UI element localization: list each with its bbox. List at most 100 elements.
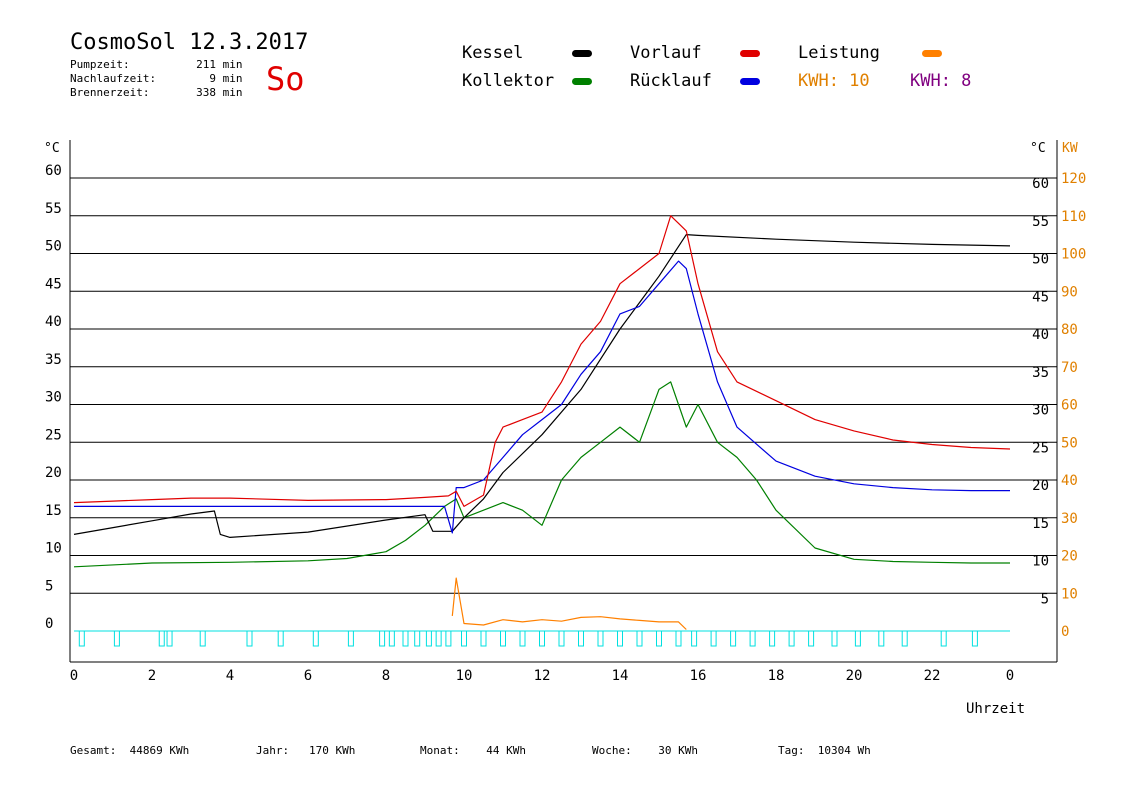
x-tick-label: 22 [924, 668, 941, 684]
y-tick-label-left: 20 [45, 465, 62, 481]
footer-value: 44869 KWh [129, 744, 190, 757]
footer-label: Woche: [592, 744, 632, 757]
pump-marker [414, 630, 421, 647]
chart-ticks: 0510152025303540455055605101520253035404… [45, 163, 1086, 684]
chart-title: CosmoSol 12.3.2017 [70, 30, 309, 55]
pump-marker [597, 630, 604, 647]
y-tick-label-right-power: 90 [1061, 284, 1078, 300]
pump-marker [901, 630, 908, 647]
y-tick-label-right-temp: 5 [1041, 591, 1049, 607]
y-tick-label-left: 60 [45, 163, 62, 179]
footer-label: Tag: [778, 744, 805, 757]
pump-marker [402, 630, 409, 647]
y-axis-right-power-unit: KW [1062, 141, 1078, 156]
y-tick-label-left: 50 [45, 239, 62, 255]
pump-marker [435, 630, 442, 647]
pump-marker [500, 630, 506, 647]
pump-marker [710, 630, 717, 647]
pump-marker [425, 630, 432, 647]
legend-swatch-kessel [572, 50, 592, 57]
pump-marker [388, 630, 395, 647]
legend-swatch-kollektor [572, 78, 592, 85]
footer-label: Jahr: [256, 744, 290, 757]
footer-value: 44 KWh [486, 744, 526, 757]
info-row-nachlaufzeit: Nachlaufzeit: 9 min [70, 72, 243, 85]
y-tick-label-left: 25 [45, 427, 62, 443]
x-tick-label: 0 [1006, 668, 1014, 684]
y-tick-label-left: 30 [45, 390, 62, 406]
x-axis-label: Uhrzeit [966, 701, 1026, 717]
y-tick-label-right-power: 80 [1061, 322, 1078, 338]
y-tick-label-left: 10 [45, 541, 62, 557]
legend-swatch-ruecklauf [740, 78, 760, 85]
pump-marker [675, 630, 682, 647]
pump-marker [539, 630, 545, 647]
y-tick-label-left: 0 [45, 616, 53, 632]
chart-series [73, 215, 1011, 630]
info-value: 9 [209, 72, 216, 85]
info-unit: min [222, 72, 243, 85]
y-tick-label-left: 35 [45, 352, 62, 368]
series-line-kollektor [73, 381, 1010, 568]
y-tick-label-right-temp: 60 [1032, 176, 1049, 192]
legend-label-vorlauf: Vorlauf [630, 43, 702, 63]
pump-marker [158, 630, 165, 647]
x-tick-label: 0 [70, 668, 78, 684]
x-tick-label: 18 [768, 668, 785, 684]
y-tick-label-right-power: 20 [1061, 549, 1078, 565]
y-tick-label-right-power: 10 [1061, 586, 1078, 602]
series-line-ruecklauf [74, 260, 1010, 534]
series-line-vorlauf [73, 215, 1011, 507]
y-tick-label-right-power: 50 [1061, 435, 1078, 451]
pump-marker [788, 630, 795, 647]
footer-woche: Woche: 30 KWh [592, 744, 698, 757]
pump-marker [808, 630, 815, 647]
pump-marker [277, 630, 284, 647]
y-axis-left-unit: °C [44, 141, 60, 156]
footer-value: 30 KWh [658, 744, 698, 757]
pump-marker [166, 630, 173, 647]
legend-swatch-leistung [922, 50, 942, 57]
y-tick-label-right-temp: 15 [1032, 516, 1049, 532]
x-tick-label: 8 [382, 668, 390, 684]
footer-jahr: Jahr: 170 KWh [256, 744, 355, 757]
y-tick-label-right-power: 70 [1061, 360, 1078, 376]
series-line-leistung [451, 577, 687, 630]
x-tick-label: 6 [304, 668, 312, 684]
y-tick-label-right-temp: 45 [1032, 289, 1049, 305]
y-tick-label-right-temp: 30 [1032, 403, 1049, 419]
x-tick-label: 20 [846, 668, 863, 684]
footer-monat: Monat: 44 KWh [420, 744, 526, 757]
pump-marker [769, 630, 776, 647]
y-tick-label-right-temp: 50 [1032, 252, 1049, 268]
chart-axes [69, 140, 1058, 663]
info-value: 338 [196, 86, 216, 99]
chart-grid [70, 177, 1057, 594]
pump-marker [312, 630, 319, 647]
y-tick-label-right-temp: 10 [1032, 554, 1049, 570]
info-value: 211 [196, 58, 216, 71]
pump-marker [347, 630, 354, 647]
pump-marker [656, 630, 662, 647]
y-tick-label-right-temp: 55 [1032, 214, 1049, 230]
legend-label-kessel: Kessel [462, 43, 524, 63]
footer-label: Monat: [420, 744, 460, 757]
legend-swatch-vorlauf [740, 50, 760, 57]
pump-marker [379, 630, 386, 647]
pump-marker [199, 630, 206, 647]
x-tick-label: 12 [534, 668, 551, 684]
pump-marker [519, 630, 526, 647]
y-tick-label-right-temp: 20 [1032, 478, 1049, 494]
y-axis-right-temp-unit: °C [1030, 141, 1046, 156]
y-tick-label-right-power: 110 [1061, 209, 1086, 225]
y-tick-label-right-temp: 25 [1032, 440, 1049, 456]
footer-tag: Tag: 10304 Wh [778, 744, 871, 757]
y-tick-label-left: 40 [45, 314, 62, 330]
x-tick-label: 16 [690, 668, 707, 684]
pump-markers [74, 630, 1010, 647]
pump-marker [971, 630, 978, 647]
x-tick-label: 4 [226, 668, 234, 684]
x-tick-label: 10 [456, 668, 473, 684]
legend-label-leistung: Leistung [798, 43, 880, 63]
y-tick-label-left: 55 [45, 201, 62, 217]
